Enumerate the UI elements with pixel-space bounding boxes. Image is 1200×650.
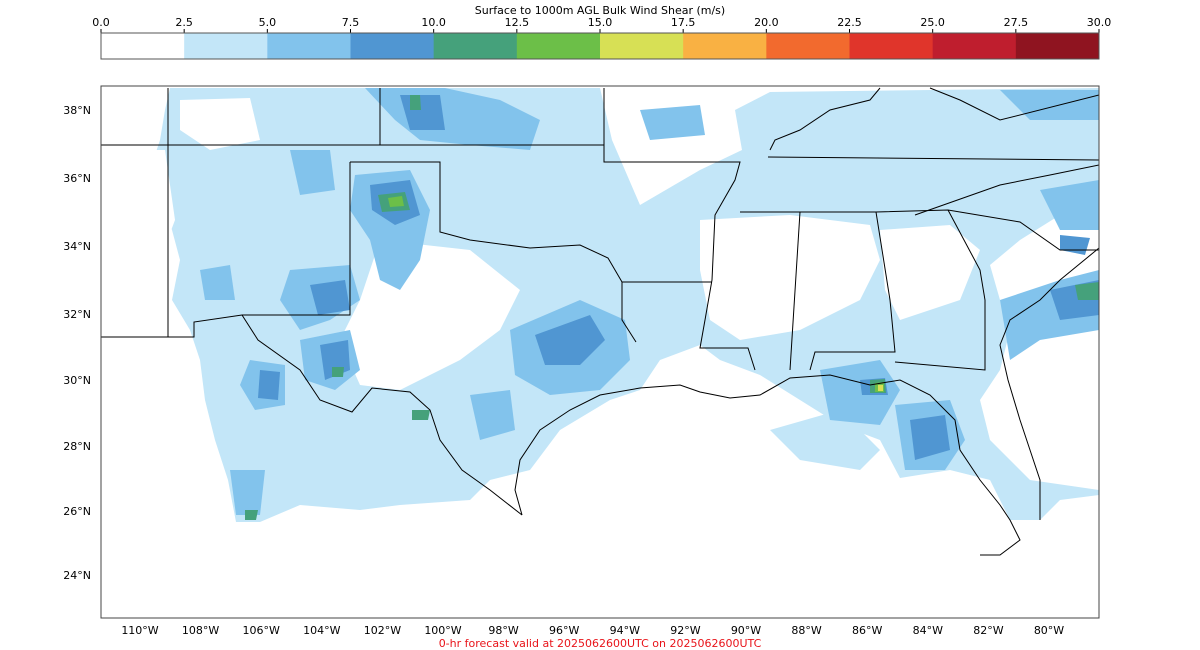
longitude-label: 110°W bbox=[121, 624, 158, 637]
longitude-label: 108°W bbox=[182, 624, 219, 637]
longitude-label: 90°W bbox=[731, 624, 761, 637]
colorbar-cell bbox=[600, 33, 684, 59]
longitude-label: 106°W bbox=[243, 624, 280, 637]
latitude-label: 30°N bbox=[63, 374, 91, 387]
latitude-label: 32°N bbox=[63, 308, 91, 321]
colorbar-tick-label: 20.0 bbox=[754, 16, 779, 29]
boundary-tx-mex bbox=[241, 314, 523, 516]
latitude-labels: 38°N 36°N 34°N 32°N 30°N 28°N 26°N 24°N bbox=[63, 104, 91, 582]
boundary-ga bbox=[875, 209, 1099, 371]
longitude-labels: 110°W 108°W 106°W 104°W 102°W 100°W 98°W 96°W 94… bbox=[121, 624, 1064, 637]
longitude-label: 92°W bbox=[670, 624, 700, 637]
colorbar-cells bbox=[101, 33, 1100, 59]
boundary-panhandle bbox=[350, 88, 637, 343]
colorbar-tick-label: 5.0 bbox=[259, 16, 277, 29]
colorbar-cell bbox=[433, 33, 518, 59]
boundary-ar bbox=[603, 145, 756, 371]
colorbar-cell bbox=[683, 33, 767, 59]
colorbar-tick-label: 25.0 bbox=[920, 16, 945, 29]
colorbar-cell bbox=[766, 33, 850, 59]
shear-level-10 bbox=[245, 95, 1099, 520]
shear-level-15 bbox=[878, 385, 883, 391]
colorbar-tick-label: 10.0 bbox=[421, 16, 446, 29]
longitude-label: 84°W bbox=[913, 624, 943, 637]
colorbar-cell bbox=[932, 33, 1017, 59]
boundary-va bbox=[929, 87, 1099, 121]
colorbar-tick-label: 7.5 bbox=[342, 16, 360, 29]
colorbar-cell bbox=[101, 33, 185, 59]
boundary-tn-ky bbox=[767, 87, 1099, 161]
boundaries bbox=[101, 87, 1099, 556]
longitude-label: 104°W bbox=[303, 624, 340, 637]
map-panel: 38°N 36°N 34°N 32°N 30°N 28°N 26°N 24°N 110°W 10… bbox=[63, 85, 1100, 637]
longitude-label: 94°W bbox=[610, 624, 640, 637]
longitude-label: 82°W bbox=[973, 624, 1003, 637]
longitude-label: 96°W bbox=[549, 624, 579, 637]
colorbar-tick-label: 15.0 bbox=[588, 16, 613, 29]
colorbar-frame bbox=[100, 32, 1100, 60]
latitude-label: 28°N bbox=[63, 440, 91, 453]
colorbar-tick-label: 17.5 bbox=[671, 16, 696, 29]
colorbar-tick-label: 2.5 bbox=[175, 16, 193, 29]
boundary-ok-ks bbox=[101, 88, 605, 146]
coast-gulf bbox=[514, 247, 1099, 556]
longitude-label: 98°W bbox=[488, 624, 518, 637]
longitude-label: 80°W bbox=[1034, 624, 1064, 637]
latitude-label: 24°N bbox=[63, 569, 91, 582]
colorbar: 0.0 2.5 5.0 7.5 10.0 12.5 15.0 17.5 20.0 22.5 25.0… bbox=[92, 16, 1111, 60]
shear-contours bbox=[110, 88, 1099, 522]
forecast-valid-footer: 0-hr forecast valid at 2025062600UTC on … bbox=[439, 637, 762, 650]
colorbar-tick-label: 30.0 bbox=[1087, 16, 1112, 29]
longitude-label: 88°W bbox=[791, 624, 821, 637]
colorbar-tick-label: 27.5 bbox=[1004, 16, 1029, 29]
colorbar-cell bbox=[1015, 33, 1100, 59]
latitude-label: 38°N bbox=[63, 104, 91, 117]
longitude-label: 86°W bbox=[852, 624, 882, 637]
colorbar-tick-labels: 0.0 2.5 5.0 7.5 10.0 12.5 15.0 17.5 20.0 22.5 25.0… bbox=[92, 16, 1111, 33]
map-frame bbox=[100, 85, 1100, 619]
colorbar-cell bbox=[184, 33, 268, 59]
colorbar-tick-label: 12.5 bbox=[505, 16, 530, 29]
colorbar-cell bbox=[350, 33, 435, 59]
colorbar-cell bbox=[849, 33, 934, 59]
longitude-label: 100°W bbox=[424, 624, 461, 637]
colorbar-cell bbox=[267, 33, 351, 59]
boundary-nc bbox=[914, 164, 1099, 216]
latitude-label: 36°N bbox=[63, 172, 91, 185]
figure-title: Surface to 1000m AGL Bulk Wind Shear (m/… bbox=[475, 4, 725, 17]
boundary-ms-al bbox=[740, 211, 896, 371]
latitude-label: 34°N bbox=[63, 240, 91, 253]
colorbar-tick-label: 22.5 bbox=[837, 16, 862, 29]
latitude-label: 26°N bbox=[63, 505, 91, 518]
boundary-tx-nm bbox=[168, 162, 351, 338]
longitude-label: 102°W bbox=[364, 624, 401, 637]
colorbar-cell bbox=[516, 33, 601, 59]
colorbar-tick-label: 0.0 bbox=[92, 16, 110, 29]
